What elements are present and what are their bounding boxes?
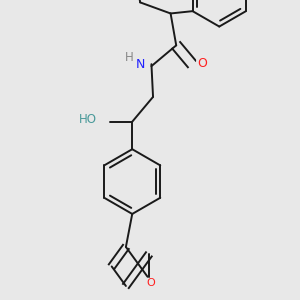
- Text: HO: HO: [79, 113, 97, 126]
- Text: N: N: [136, 58, 145, 71]
- Text: O: O: [146, 278, 155, 288]
- Text: O: O: [197, 57, 207, 70]
- Text: H: H: [125, 51, 134, 64]
